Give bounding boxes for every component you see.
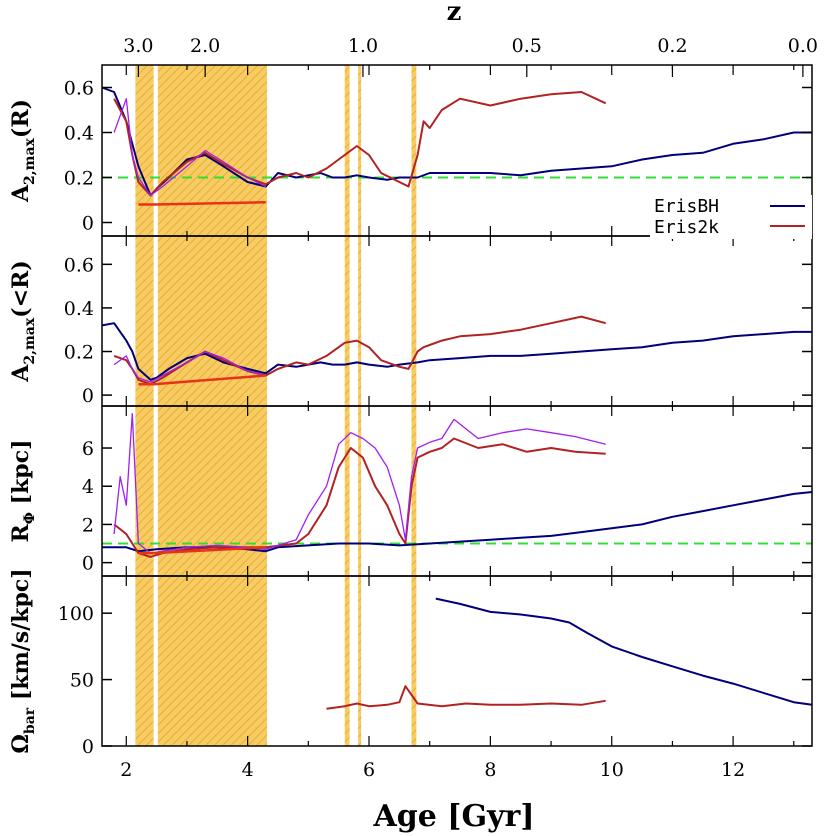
top-tick-label-0: 3.0 — [123, 35, 153, 57]
x-tick-label-5: 12 — [721, 759, 745, 781]
y-axis-label-panel-0: A2,max(R) — [8, 99, 38, 203]
legend: ErisBH Eris2k — [650, 195, 812, 239]
top-axis-label: z — [447, 0, 462, 27]
legend-box — [650, 195, 812, 239]
x-tick-label-0: 2 — [120, 759, 132, 781]
y-tick-label-panel-1-2: 0.4 — [64, 298, 94, 320]
series-lines — [101, 86, 813, 710]
series-eris2k_alt-panel-0 — [113, 98, 267, 197]
series-eris2k_fill-panel-1 — [138, 374, 266, 386]
x-tick-label-1: 4 — [242, 759, 254, 781]
series-erisbh-panel-3 — [435, 597, 813, 706]
top-tick-label-2: 1.0 — [348, 35, 378, 57]
y-tick-label-panel-0-2: 0.4 — [64, 123, 94, 145]
x-tick-label-3: 8 — [484, 759, 496, 781]
y-axis-label-panel-1: A2,max(<R) — [8, 260, 38, 382]
series-erisbh-panel-1 — [101, 322, 812, 381]
reference-lines — [102, 176, 812, 545]
series-eris2k-panel-1 — [113, 315, 606, 386]
series-eris2k_fill-panel-0 — [138, 201, 266, 206]
y-tick-label-panel-3-1: 50 — [70, 670, 94, 692]
series-eris2k-panel-3 — [326, 685, 606, 710]
y-tick-label-panel-1-3: 0.6 — [64, 254, 94, 276]
y-tick-label-panel-0-0: 0 — [82, 213, 94, 235]
top-tick-label-3: 0.5 — [512, 35, 542, 57]
y-axis-label-panel-3: Ωbar [km/s/kpc] — [8, 568, 38, 753]
ticks: 0 0.2 0.4 0.6 A2,max(R) 0 0.2 0.4 0.6 A2,max(<R) 0… — [8, 35, 818, 781]
series-eris2k_fill-panel-2 — [138, 546, 266, 555]
top-tick-label-1: 2.0 — [190, 35, 220, 57]
legend-entry-eris2k: Eris2k — [654, 217, 719, 238]
y-tick-label-panel-2-3: 6 — [82, 438, 94, 460]
top-tick-label-4: 0.2 — [657, 35, 687, 57]
panel-frame-3 — [101, 575, 813, 747]
series-eris2k-panel-0 — [113, 91, 607, 197]
y-tick-label-panel-1-0: 0 — [82, 385, 94, 407]
y-tick-label-panel-0-1: 0.2 — [64, 168, 94, 190]
y-tick-label-panel-3-0: 0 — [82, 736, 94, 758]
y-tick-label-panel-2-1: 2 — [82, 514, 94, 536]
y-tick-label-panel-3-2: 100 — [58, 603, 94, 625]
panel-frames — [101, 64, 813, 747]
y-tick-label-panel-2-2: 4 — [82, 476, 94, 498]
y-axis-label-panel-2: RΦ [kpc] — [8, 440, 38, 543]
y-tick-label-panel-0-3: 0.6 — [64, 78, 94, 100]
top-tick-label-5: 0.0 — [788, 35, 818, 57]
x-tick-label-4: 10 — [600, 759, 624, 781]
series-eris2k_alt-panel-1 — [113, 350, 266, 383]
y-tick-label-panel-1-1: 0.2 — [64, 342, 94, 364]
x-axis-label: Age [Gyr] — [372, 799, 534, 834]
x-tick-label-2: 6 — [363, 759, 375, 781]
legend-entry-erisbh: ErisBH — [654, 196, 719, 217]
y-tick-label-panel-2-0: 0 — [82, 553, 94, 575]
